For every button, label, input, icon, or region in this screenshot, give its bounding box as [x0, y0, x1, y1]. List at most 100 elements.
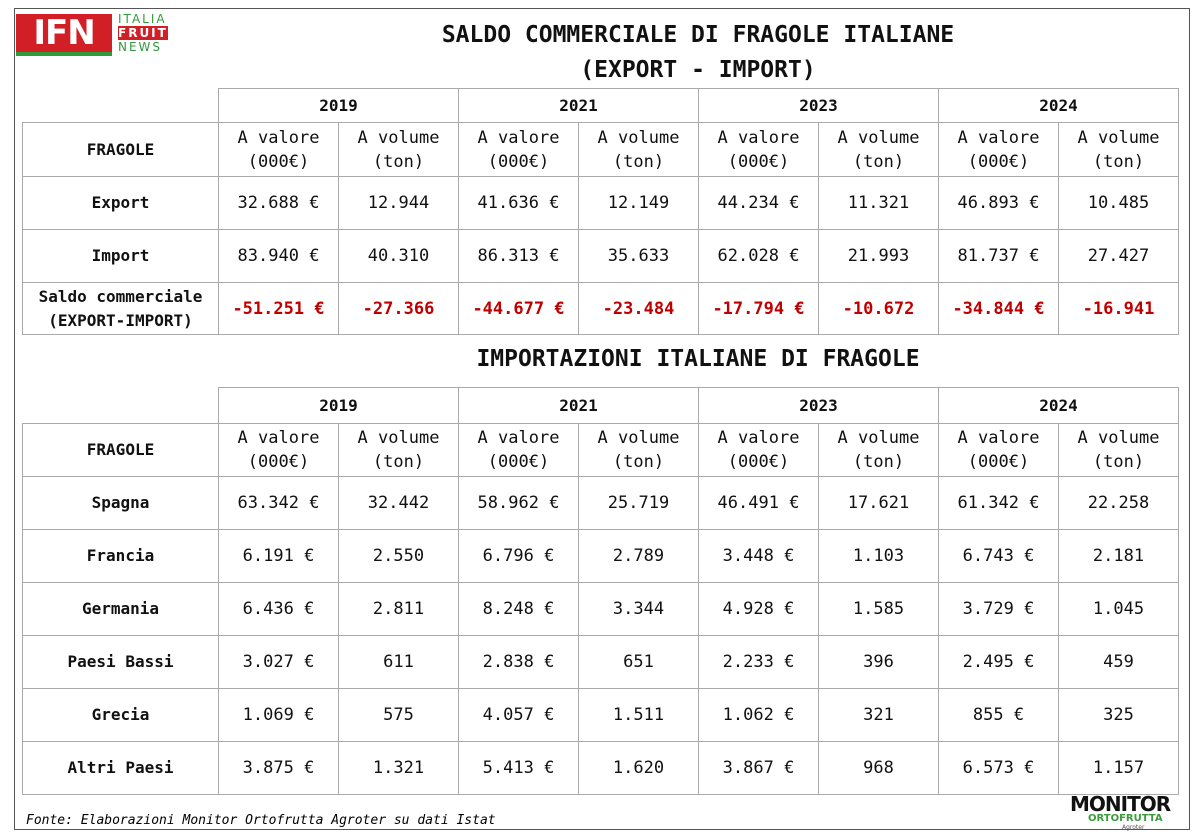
row-label: Export: [22, 176, 219, 230]
row-label: Spagna: [22, 476, 219, 530]
label-line: Spagna: [91, 493, 150, 512]
value-cell: 6.743 €: [938, 529, 1059, 583]
value-cell: 2.181: [1058, 529, 1179, 583]
value-cell: 2.233 €: [698, 635, 819, 689]
value-cell: 25.719: [578, 476, 699, 530]
column-header: A volume (ton): [818, 423, 939, 477]
header-line: A valore: [717, 428, 800, 448]
header-line: (000€): [487, 452, 550, 472]
value-cell: 651: [578, 635, 699, 689]
column-header: A volume (ton): [818, 122, 939, 177]
value-cell: 1.620: [578, 741, 699, 795]
header-line: (000€): [967, 452, 1030, 472]
label-line: Francia: [86, 546, 155, 565]
value-cell: 41.636 €: [458, 176, 579, 230]
value-cell: 6.191 €: [218, 529, 339, 583]
value-cell: -16.941: [1058, 282, 1179, 335]
value-cell: 2.550: [338, 529, 459, 583]
value-cell: 83.940 €: [218, 229, 339, 283]
value-cell: 1.103: [818, 529, 939, 583]
header-line: A valore: [957, 127, 1040, 148]
value-cell: 12.944: [338, 176, 459, 230]
value-cell: 1.585: [818, 582, 939, 636]
label-line: Saldo commerciale: [38, 286, 203, 306]
logo-line: FRUIT: [118, 26, 168, 40]
data-row: Export 32.688 €12.944 41.636 €12.149 44.234…: [22, 176, 1179, 230]
logo-mark: IFN: [16, 14, 112, 56]
frame: [14, 8, 1190, 830]
value-cell: 10.485: [1058, 176, 1179, 230]
header-row: FRAGOLE A valore (000€) A volume (ton) A valo…: [22, 122, 1179, 177]
value-cell: 46.893 €: [938, 176, 1059, 230]
header-line: (000€): [727, 452, 790, 472]
row-label: Grecia: [22, 688, 219, 742]
value-cell: -51.251 €: [218, 282, 339, 335]
value-cell: -23.484: [578, 282, 699, 335]
value-cell: 6.436 €: [218, 582, 339, 636]
header-line: (ton): [372, 452, 425, 472]
value-cell: 21.993: [818, 229, 939, 283]
footer-logo-by: Agroter: [1122, 824, 1145, 831]
value-cell: 1.511: [578, 688, 699, 742]
header-line: A valore: [477, 127, 560, 148]
data-row: Germania 6.436 €2.811 8.248 €3.344 4.928 €1…: [22, 582, 1179, 636]
value-cell: 2.495 €: [938, 635, 1059, 689]
value-cell: 44.234 €: [698, 176, 819, 230]
footer-logo-name: MONITOR: [1070, 792, 1171, 816]
column-header: A valore (000€): [698, 122, 819, 177]
logo-text: ITALIA FRUIT NEWS: [118, 12, 168, 54]
value-cell: 1.157: [1058, 741, 1179, 795]
column-header: A volume (ton): [338, 122, 459, 177]
blank-cell: [22, 387, 219, 424]
header-line: A volume: [1077, 127, 1160, 148]
value-cell: 12.149: [578, 176, 699, 230]
label-line: (EXPORT-IMPORT): [48, 310, 193, 330]
value-cell: 3.875 €: [218, 741, 339, 795]
value-cell: 58.962 €: [458, 476, 579, 530]
column-header: A valore (000€): [938, 122, 1059, 177]
title: SALDO COMMERCIALE DI FRAGOLE ITALIANE: [441, 22, 955, 48]
header-line: (000€): [247, 452, 310, 472]
header-line: A volume: [837, 428, 920, 448]
value-cell: 396: [818, 635, 939, 689]
year: 2019: [218, 387, 459, 424]
value-cell: 32.688 €: [218, 176, 339, 230]
value-cell: 3.448 €: [698, 529, 819, 583]
column-header: A volume (ton): [338, 423, 459, 477]
data-row: Import 83.940 €40.310 86.313 €35.633 62.028…: [22, 229, 1179, 283]
year: 2023: [698, 387, 939, 424]
column-header: A volume (ton): [1058, 122, 1179, 177]
column-header: A valore (000€): [698, 423, 819, 477]
column-header: A valore (000€): [458, 122, 579, 177]
header-line: (000€): [247, 151, 310, 172]
value-cell: 6.573 €: [938, 741, 1059, 795]
table: 2019 2021 2023 2024 FRAGOLE A valore (000€) A v…: [22, 88, 1179, 335]
value-cell: 11.321: [818, 176, 939, 230]
data-row: Paesi Bassi 3.027 €611 2.838 €651 2.233 €39…: [22, 635, 1179, 689]
value-cell: 32.442: [338, 476, 459, 530]
value-cell: 1.062 €: [698, 688, 819, 742]
footer-logo-sub: ORTOFRUTTA: [1088, 813, 1163, 824]
value-cell: 61.342 €: [938, 476, 1059, 530]
year: 2021: [458, 88, 699, 123]
header-line: (000€): [487, 151, 550, 172]
footer-logo: MONITOR ORTOFRUTTA Agroter: [1070, 794, 1182, 831]
label-line: Paesi Bassi: [67, 652, 174, 671]
value-cell: 3.867 €: [698, 741, 819, 795]
title: (EXPORT - IMPORT): [580, 57, 816, 83]
row-label: Saldo commerciale (EXPORT-IMPORT): [22, 282, 219, 335]
header-line: (ton): [852, 151, 905, 172]
value-cell: 855 €: [938, 688, 1059, 742]
row-label: Altri Paesi: [22, 741, 219, 795]
header-line: A volume: [597, 428, 680, 448]
value-cell: 62.028 €: [698, 229, 819, 283]
column-header: A valore (000€): [938, 423, 1059, 477]
corner: FRAGOLE: [22, 423, 219, 477]
year: 2021: [458, 387, 699, 424]
data-row: Grecia 1.069 €575 4.057 €1.511 1.062 €321 85…: [22, 688, 1179, 742]
subtitle: IMPORTAZIONI ITALIANE DI FRAGOLE: [476, 346, 920, 372]
year-row: 2019 2021 2023 2024: [22, 88, 1179, 123]
year-row: 2019 2021 2023 2024: [22, 387, 1179, 424]
header-line: A volume: [1077, 428, 1160, 448]
header-row: FRAGOLE A valore (000€) A volume (ton) A valo…: [22, 423, 1179, 477]
